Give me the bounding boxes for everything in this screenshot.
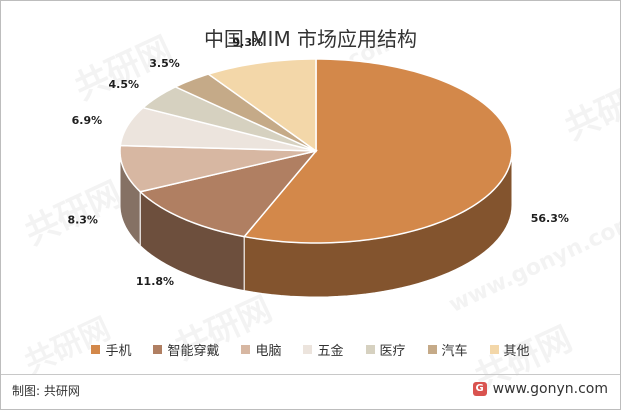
pie-tops [119,58,513,244]
pie-slice [141,86,317,152]
legend-item: 智能穿戴 [153,340,219,359]
legend-label: 医疗 [379,344,406,359]
legend-item: 其他 [489,340,530,359]
site-logo-icon: G [472,382,487,396]
legend-label: 电脑 [255,344,282,359]
legend-swatch [489,345,499,354]
site-url: www.gonyn.com [492,381,608,397]
legend-item: 电脑 [241,340,281,359]
legend-label: 其他 [503,344,530,359]
pie-slice [173,73,317,152]
data-label: 56.3% [531,212,569,225]
pie-slice [206,58,317,153]
data-label: 8.3% [67,214,98,227]
legend-swatch [241,345,251,354]
pie-slice [119,144,317,193]
legend-item: 五金 [303,340,344,359]
legend-label: 智能穿戴 [167,344,220,359]
legend-swatch [427,345,437,354]
pie-slice [242,58,513,244]
pie-sides [119,150,513,298]
pie-slice [138,149,319,238]
site-credit: G www.gonyn.com [472,381,608,397]
data-label: 6.9% [72,114,103,127]
legend-swatch [91,345,101,354]
legend-item: 汽车 [427,340,468,359]
legend: 手机 智能穿戴 电脑 五金 医疗 汽车 其他 [1,340,620,359]
data-label: 4.5% [109,78,140,91]
legend-swatch [153,345,163,354]
data-label: 3.5% [149,57,180,70]
legend-swatch [303,345,313,354]
legend-label: 手机 [105,344,132,359]
legend-swatch [365,345,375,354]
pie-slice [119,106,317,152]
legend-item: 手机 [91,340,131,359]
legend-item: 医疗 [365,340,406,359]
pie-labels: 56.3% 11.8% 8.3% 6.9% 4.5% 3.5% 9.3% [67,36,568,288]
footer-divider [1,374,620,375]
legend-label: 五金 [317,344,344,359]
data-label: 11.8% [136,275,174,288]
legend-label: 汽车 [441,344,468,359]
chart-title: 中国 MIM 市场应用结构 [203,27,418,51]
data-label: 9.3% [233,36,264,49]
source-label: 制图: 共研网 [12,384,80,398]
